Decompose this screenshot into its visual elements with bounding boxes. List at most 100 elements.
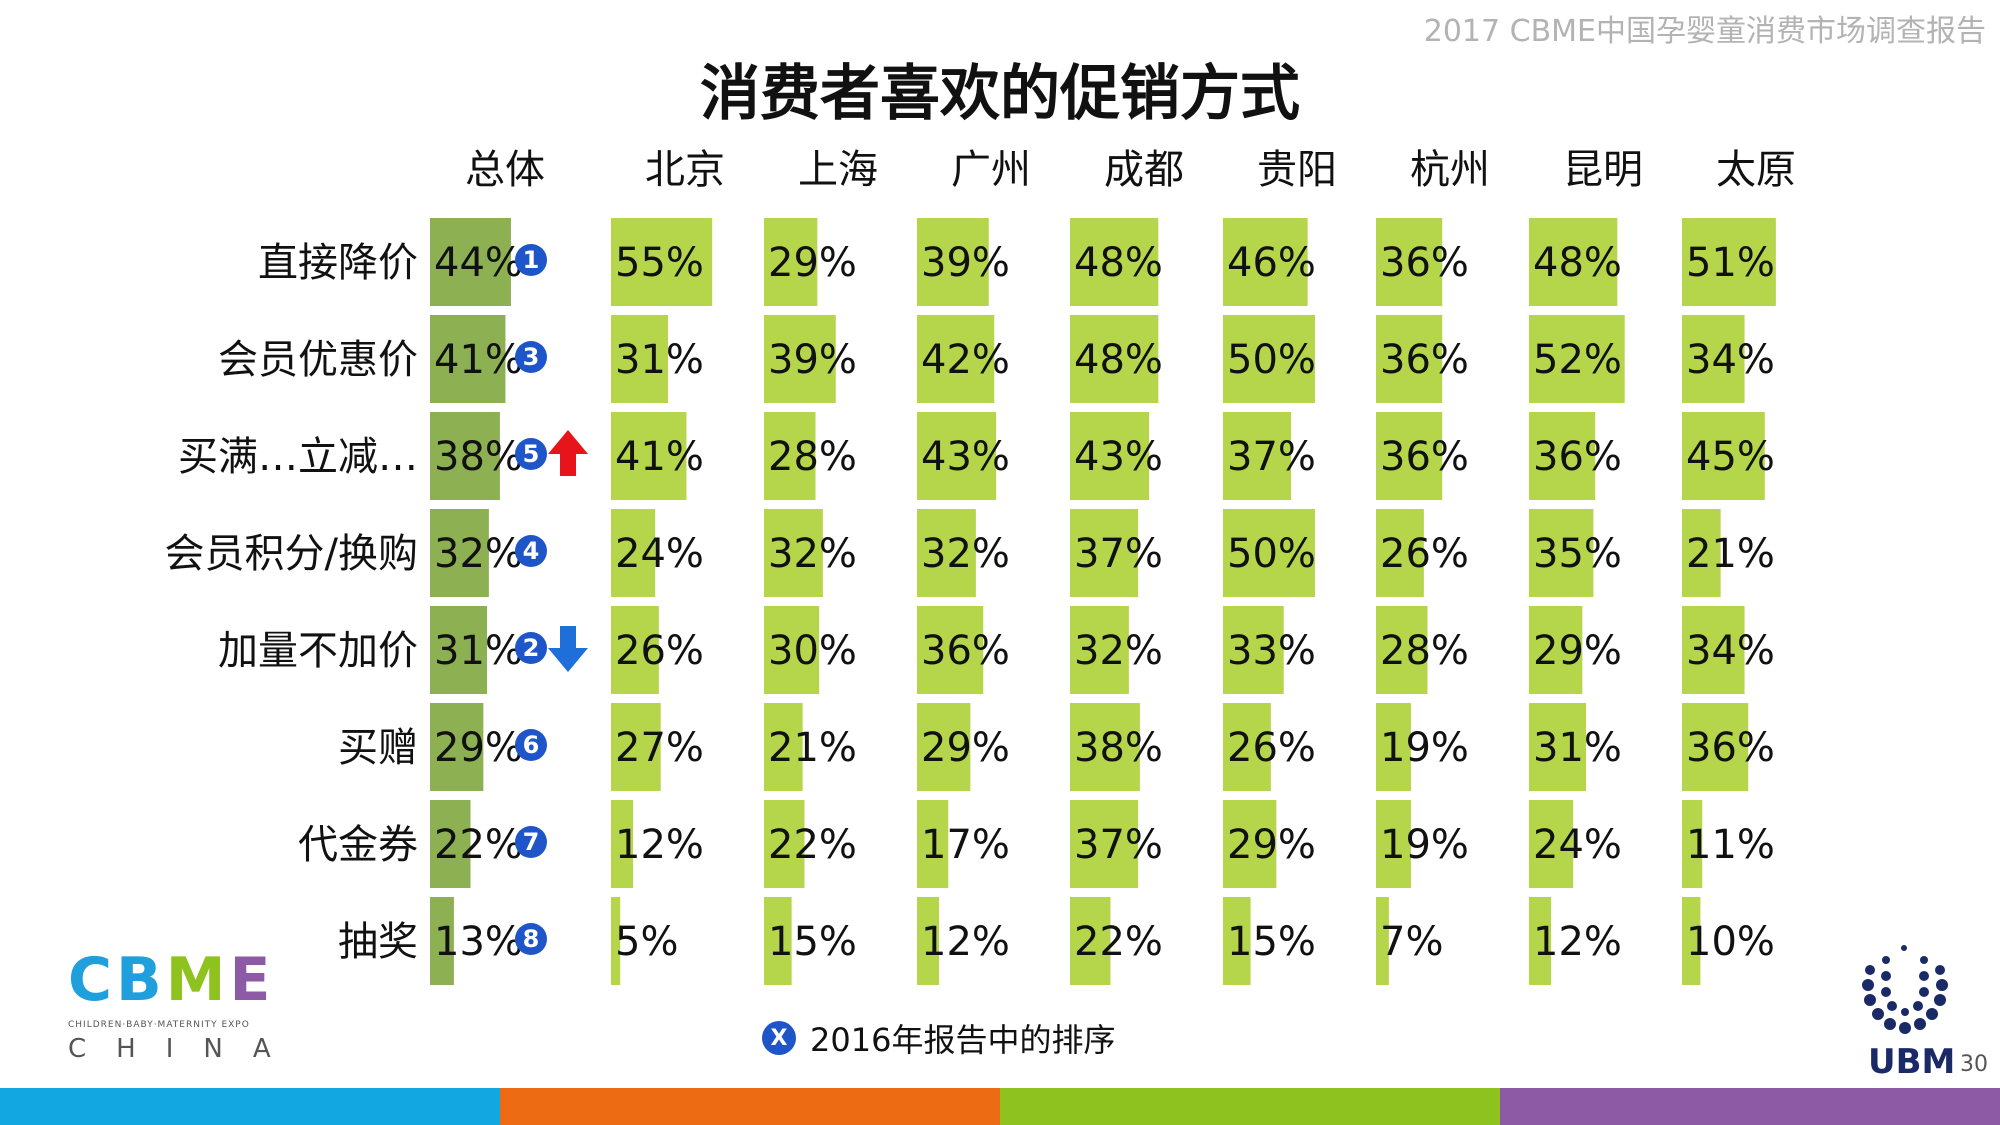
value-label: 31% bbox=[1533, 725, 1622, 771]
city-bar bbox=[764, 509, 823, 597]
city-bar bbox=[1223, 703, 1271, 791]
value-label: 34% bbox=[1686, 628, 1775, 674]
city-bar bbox=[1376, 703, 1411, 791]
value-label: 41% bbox=[434, 337, 523, 383]
value-label: 42% bbox=[921, 337, 1010, 383]
city-bar bbox=[1682, 315, 1745, 403]
city-bar bbox=[764, 315, 836, 403]
city-bar bbox=[1223, 509, 1315, 597]
city-bar bbox=[1223, 897, 1251, 985]
value-label: 39% bbox=[921, 240, 1010, 286]
value-label: 37% bbox=[1227, 434, 1316, 480]
value-label: 36% bbox=[1380, 240, 1469, 286]
cbme-letter: M bbox=[165, 945, 226, 1015]
city-bar bbox=[1529, 412, 1596, 500]
row-label: 会员积分/换购 bbox=[165, 531, 418, 577]
city-bar bbox=[917, 800, 949, 888]
value-label: 32% bbox=[434, 531, 523, 577]
cbme-letter: B bbox=[116, 945, 162, 1015]
column-header: 广州 bbox=[951, 147, 1031, 193]
city-bar bbox=[1223, 606, 1284, 694]
value-label: 50% bbox=[1227, 531, 1316, 577]
rank-badge bbox=[515, 244, 547, 276]
rank-badge-legend: X bbox=[762, 1021, 796, 1055]
city-bar bbox=[1529, 315, 1625, 403]
city-bar bbox=[1070, 800, 1139, 888]
city-bar bbox=[917, 606, 984, 694]
value-label: 15% bbox=[768, 919, 857, 965]
column-header: 总体 bbox=[465, 147, 545, 193]
city-bar bbox=[1070, 509, 1139, 597]
city-bar bbox=[611, 703, 661, 791]
value-label: 43% bbox=[921, 434, 1010, 480]
value-label: 19% bbox=[1380, 725, 1469, 771]
city-bar bbox=[917, 315, 995, 403]
ubm-logo-text: UBM bbox=[1868, 1042, 1956, 1082]
row-label: 抽奖 bbox=[338, 919, 418, 965]
value-label: 33% bbox=[1227, 628, 1316, 674]
value-label: 48% bbox=[1074, 240, 1163, 286]
city-bar bbox=[1682, 800, 1703, 888]
trend-down-arrow-icon bbox=[548, 626, 588, 672]
value-label: 34% bbox=[1686, 337, 1775, 383]
city-bar bbox=[1376, 800, 1411, 888]
value-label: 39% bbox=[768, 337, 857, 383]
city-bar bbox=[1223, 315, 1315, 403]
city-bar bbox=[1682, 412, 1765, 500]
value-label: 10% bbox=[1686, 919, 1775, 965]
row-label: 会员优惠价 bbox=[218, 337, 418, 383]
city-bar bbox=[1376, 218, 1443, 306]
value-label: 36% bbox=[921, 628, 1010, 674]
value-label: 26% bbox=[615, 628, 704, 674]
value-label: 35% bbox=[1533, 531, 1622, 577]
legend-text: 2016年报告中的排序 bbox=[810, 1021, 1116, 1059]
value-label: 50% bbox=[1227, 337, 1316, 383]
city-bar bbox=[1529, 800, 1574, 888]
city-bar bbox=[611, 218, 713, 306]
city-bar bbox=[764, 606, 820, 694]
cbme-wordmark: C B M E bbox=[68, 950, 308, 1010]
value-label: 29% bbox=[768, 240, 857, 286]
value-label: 22% bbox=[768, 822, 857, 868]
chart-title: 消费者喜欢的促销方式 bbox=[700, 59, 1300, 129]
rank-badge bbox=[515, 729, 547, 761]
value-label: 24% bbox=[1533, 822, 1622, 868]
row-label: 买满…立减… bbox=[178, 434, 418, 480]
row-label: 代金券 bbox=[298, 822, 418, 868]
value-label: 43% bbox=[1074, 434, 1163, 480]
value-label: 48% bbox=[1074, 337, 1163, 383]
value-label: 11% bbox=[1686, 822, 1775, 868]
city-bar bbox=[1070, 897, 1111, 985]
value-label: 29% bbox=[434, 725, 523, 771]
cbme-letter: E bbox=[229, 945, 271, 1015]
city-bar bbox=[1682, 509, 1721, 597]
value-label: 5% bbox=[615, 919, 678, 965]
city-bar bbox=[1682, 703, 1749, 791]
rank-badge-number: 7 bbox=[523, 828, 540, 856]
value-label: 28% bbox=[1380, 628, 1469, 674]
value-label: 36% bbox=[1686, 725, 1775, 771]
value-label: 36% bbox=[1380, 434, 1469, 480]
value-label: 12% bbox=[921, 919, 1010, 965]
city-bar bbox=[917, 703, 971, 791]
ubm-dots-icon bbox=[1862, 945, 1948, 1034]
cbme-logo: C B M E CHILDREN·BABY·MATERNITY EXPO CHI… bbox=[68, 950, 308, 1064]
city-bar bbox=[764, 897, 792, 985]
city-bar bbox=[917, 897, 940, 985]
value-label: 32% bbox=[768, 531, 857, 577]
city-bar bbox=[1070, 315, 1159, 403]
city-bar bbox=[1376, 315, 1443, 403]
footer-stripe bbox=[500, 1088, 1000, 1125]
city-bar bbox=[1376, 509, 1424, 597]
city-bar bbox=[1529, 703, 1587, 791]
value-label: 38% bbox=[434, 434, 523, 480]
value-label: 31% bbox=[434, 628, 523, 674]
column-header: 贵阳 bbox=[1257, 147, 1337, 193]
cbme-letter: C bbox=[68, 945, 113, 1015]
total-bar bbox=[430, 315, 506, 403]
value-label: 21% bbox=[1686, 531, 1775, 577]
total-bar bbox=[430, 509, 489, 597]
city-bar bbox=[1070, 218, 1159, 306]
footer-stripe bbox=[0, 1088, 500, 1125]
value-label: 13% bbox=[434, 919, 523, 965]
